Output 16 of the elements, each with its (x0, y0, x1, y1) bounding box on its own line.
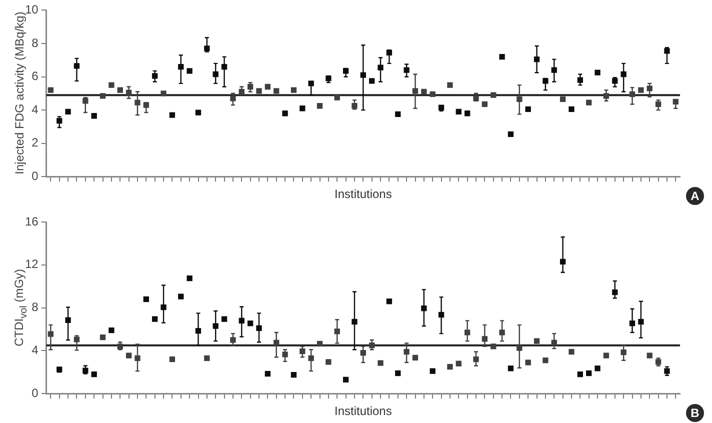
x-axis-title: Institutions (334, 404, 392, 418)
y-tick-label: 0 (32, 168, 39, 183)
y-axis-title: Injected FDG activity (MBq/kg) (12, 12, 26, 175)
y-tick-label: 4 (32, 343, 39, 358)
y-tick-label: 16 (24, 214, 39, 228)
y-tick-label: 0 (32, 386, 39, 400)
y-tick-label: 8 (32, 300, 39, 314)
y-tick-label: 8 (32, 36, 39, 50)
y-tick-label: 6 (32, 69, 39, 84)
y-tick-label: 2 (32, 136, 39, 150)
text: B (686, 404, 704, 422)
y-tick-label: 10 (24, 2, 39, 17)
y-tick-label: 12 (24, 257, 39, 272)
text: A (686, 186, 704, 205)
y-tick-label: 4 (32, 102, 39, 116)
x-axis-title: Institutions (334, 187, 392, 202)
